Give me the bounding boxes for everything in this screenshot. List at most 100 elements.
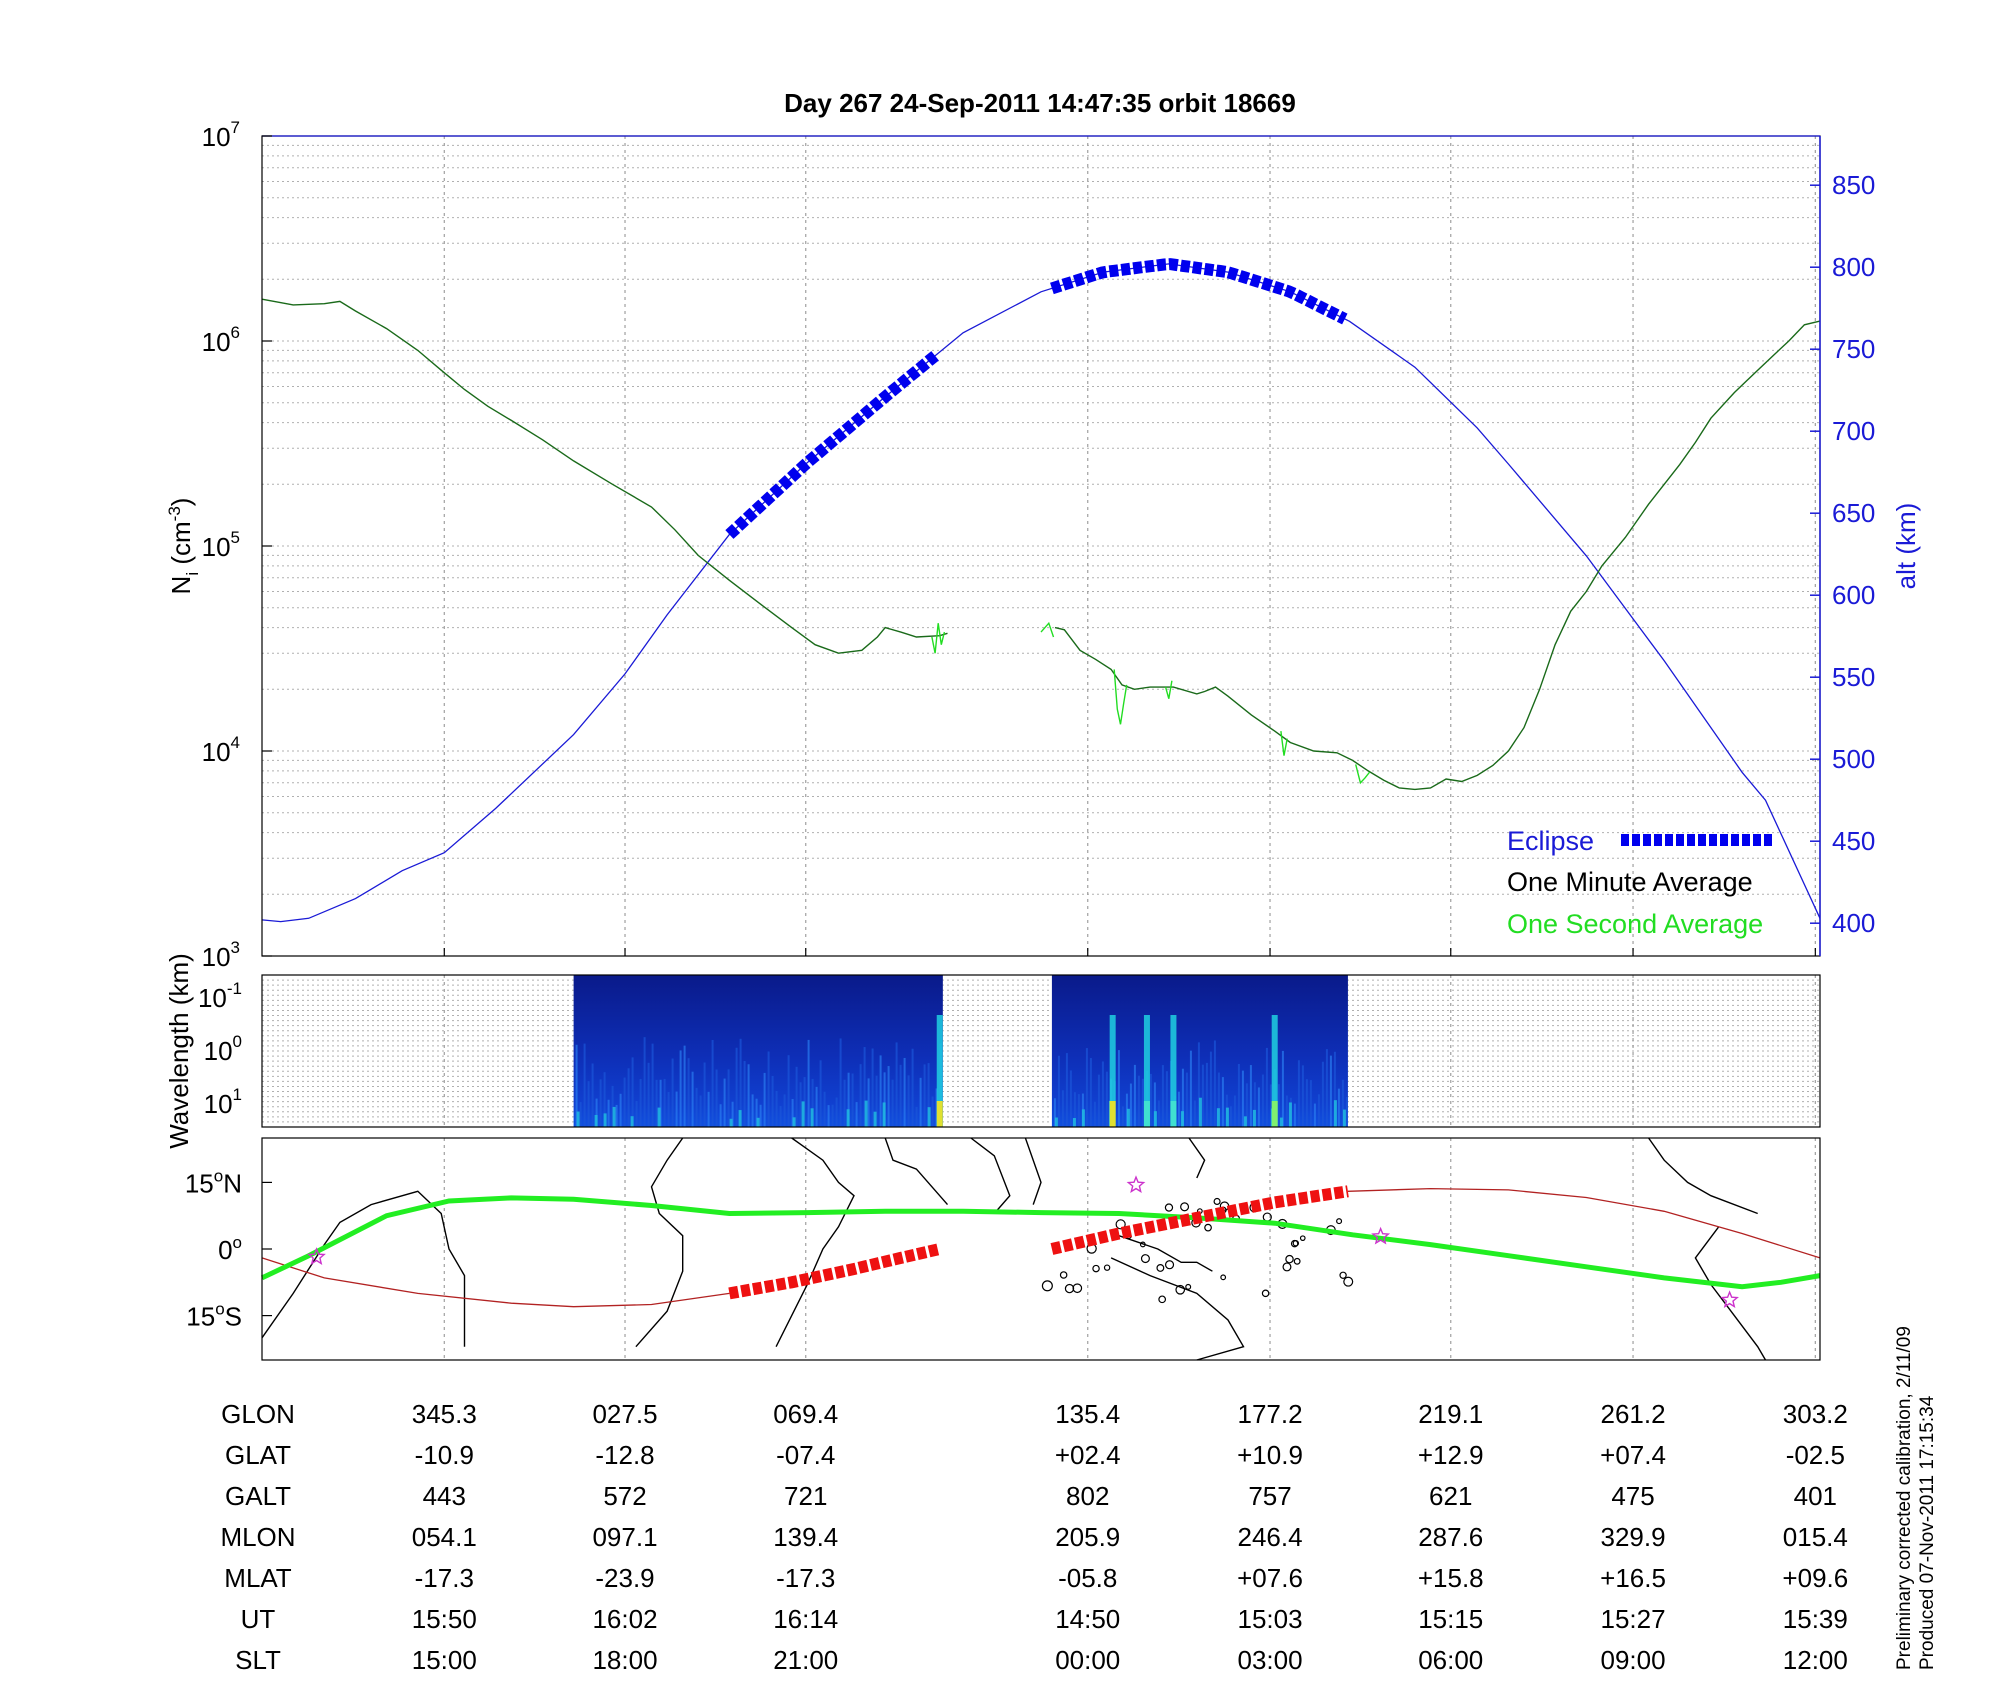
- spectrogram-streak: [831, 1104, 834, 1127]
- spectrogram-streak: [1341, 1079, 1344, 1127]
- spectrogram-streak: [707, 1091, 710, 1127]
- density-tick-label: 105: [202, 528, 240, 562]
- spectrogram-streak: [847, 1072, 850, 1127]
- eclipse-segment: [725, 351, 939, 539]
- spectrogram-streak: [1197, 1042, 1200, 1127]
- spectrogram-streak: [839, 1038, 842, 1127]
- spectrogram-streak: [763, 1072, 766, 1127]
- spectrogram-streak: [1105, 1071, 1108, 1127]
- spectrogram-streak: [1097, 1074, 1100, 1127]
- spectrogram-streak: [599, 1079, 602, 1127]
- spectrogram-streak: [651, 1043, 654, 1127]
- island: [1158, 1295, 1167, 1304]
- table-cell: 12:00: [1783, 1645, 1848, 1675]
- calibration-note: Preliminary corrected calibration, 2/11/…: [1894, 1326, 1915, 1670]
- wavelength-tick-label: 100: [204, 1032, 242, 1066]
- table-cell: 345.3: [412, 1399, 477, 1429]
- spectrogram-feature: [1271, 1015, 1278, 1127]
- spectrogram-hot: [603, 1113, 607, 1127]
- spectrogram-streak: [1293, 1103, 1296, 1127]
- spectrogram-streak: [579, 1102, 582, 1127]
- density-panel: 103 104 105 106 107 400 450 500 550 600 650 700 750…: [165, 118, 1921, 972]
- spectrogram-streak: [751, 1094, 754, 1127]
- table-cell: 069.4: [773, 1399, 838, 1429]
- table-row-label: MLON: [220, 1522, 295, 1552]
- table-cell: 329.9: [1601, 1522, 1666, 1552]
- spectrogram-streak: [883, 1072, 886, 1127]
- spectrogram-hot: [1252, 1109, 1256, 1127]
- island: [1292, 1240, 1300, 1247]
- spectrogram-streak: [723, 1078, 726, 1127]
- spectrogram-streak: [1053, 1098, 1056, 1127]
- spectrogram-streak: [591, 1063, 594, 1127]
- island: [1164, 1203, 1174, 1212]
- spectrogram-streak: [1305, 1079, 1308, 1127]
- spectrogram-streak: [619, 1093, 622, 1127]
- spectrogram-streak: [1297, 1060, 1300, 1127]
- spectrogram-hot: [729, 1118, 733, 1127]
- spectrogram-streak: [1301, 1065, 1304, 1127]
- spectrogram-hot: [1081, 1109, 1085, 1127]
- spectrogram-feature-peak: [1143, 1101, 1150, 1127]
- spectrogram-streak: [1261, 1074, 1264, 1127]
- spectrogram-feature-peak: [936, 1101, 943, 1127]
- spectrogram-streak: [907, 1075, 910, 1127]
- island: [1140, 1254, 1150, 1264]
- spectrogram-streak: [927, 1063, 930, 1127]
- spectrogram-streak: [663, 1078, 666, 1127]
- spectrogram-streak: [1229, 1106, 1232, 1127]
- table-cell: +09.6: [1782, 1563, 1848, 1593]
- spectrogram-streak: [703, 1062, 706, 1127]
- island: [1299, 1235, 1306, 1242]
- spectrogram-streak: [1281, 1050, 1284, 1127]
- table-cell: 135.4: [1055, 1399, 1120, 1429]
- spectrogram-streak: [775, 1090, 778, 1127]
- altitude-tick-label: 450: [1832, 826, 1875, 856]
- spectrogram-streak: [1177, 1091, 1180, 1127]
- spectrogram-streak: [1309, 1080, 1312, 1127]
- spectrogram-streak: [711, 1040, 714, 1127]
- coastline: [775, 1137, 855, 1348]
- spectrogram-hot: [1054, 1117, 1058, 1127]
- spectrogram-streak: [607, 1099, 610, 1127]
- spectrogram-feature-peak: [1271, 1101, 1278, 1127]
- spectrogram-hot: [873, 1111, 877, 1127]
- spectrogram-streak: [699, 1095, 702, 1127]
- coastline: [635, 1137, 684, 1348]
- coastline: [1110, 1257, 1245, 1361]
- table-cell: +10.9: [1237, 1440, 1303, 1470]
- spectrogram-streak: [687, 1058, 690, 1127]
- second-average-line: [1040, 621, 1055, 638]
- table-cell: 015.4: [1783, 1522, 1848, 1552]
- latitude-tick-label: 0o: [218, 1233, 242, 1265]
- density-tick-label: 106: [202, 323, 240, 357]
- orbit-parameter-table: GLON 345.3 027.5 069.4 135.4 177.2 219.1 261.2 3…: [220, 1399, 1848, 1675]
- spectrogram-streak: [779, 1106, 782, 1127]
- spectrogram-streak: [1253, 1082, 1256, 1127]
- latitude-tick-label: 15oS: [186, 1300, 242, 1332]
- table-cell: 721: [784, 1481, 827, 1511]
- table-row-label: UT: [241, 1604, 276, 1634]
- spectrogram-streak: [935, 1088, 938, 1127]
- eclipse-segment: [1050, 258, 1348, 325]
- spectrogram-streak: [635, 1100, 638, 1127]
- table-cell: +12.9: [1418, 1440, 1484, 1470]
- spectrogram-streak: [1345, 1096, 1348, 1127]
- table-cell: 03:00: [1237, 1645, 1302, 1675]
- island: [1164, 1260, 1175, 1270]
- spectrogram-streak: [1245, 1083, 1248, 1127]
- spectrogram-streak: [1313, 1103, 1316, 1127]
- coastline: [1024, 1137, 1042, 1205]
- altitude-tick-label: 400: [1832, 908, 1875, 938]
- spectrogram-streak: [731, 1101, 734, 1127]
- island: [1204, 1223, 1212, 1232]
- altitude-tick-label: 650: [1832, 498, 1875, 528]
- spectrogram-streak: [639, 1078, 642, 1127]
- coastline: [261, 1190, 466, 1347]
- legend-minute-label: One Minute Average: [1507, 867, 1753, 897]
- island: [1092, 1264, 1100, 1273]
- spectrogram-streak: [659, 1079, 662, 1127]
- spectrogram-streak: [875, 1075, 878, 1127]
- spectrogram-streak: [911, 1048, 914, 1127]
- spectrogram-streak: [1085, 1048, 1088, 1127]
